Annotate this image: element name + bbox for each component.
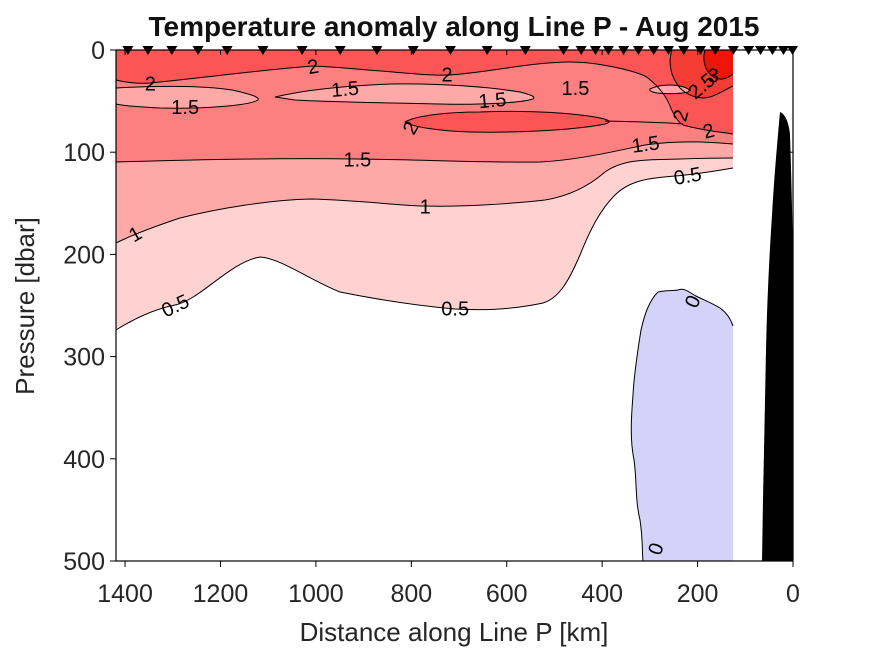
contour-label: 2 (442, 65, 453, 87)
contour-label: 2 (701, 120, 717, 144)
y-tick-label: 0 (91, 37, 105, 65)
contour-label: 1.5 (344, 149, 372, 171)
negative-anomaly-region (631, 289, 733, 561)
lens-mid (275, 83, 534, 105)
x-tick-label: 0 (786, 580, 800, 608)
station-marker-icon (602, 46, 614, 55)
x-tick-label: 400 (581, 580, 623, 608)
axes-frame (115, 49, 794, 562)
lens-left (116, 86, 259, 109)
station-marker-icon (678, 46, 690, 55)
station-markers (122, 46, 799, 55)
station-marker-icon (618, 46, 630, 55)
y-tick-labels: 0 100 200 300 400 500 (63, 37, 105, 576)
x-tick-label: 800 (390, 580, 432, 608)
station-marker-icon (709, 46, 721, 55)
station-marker-icon (743, 46, 755, 55)
contour-label: 1.5 (562, 78, 590, 100)
y-tick-label: 200 (63, 241, 105, 269)
warm-core-blob (405, 111, 610, 133)
station-marker-icon (777, 46, 789, 55)
contour-0-top (657, 288, 734, 327)
station-marker-icon (558, 46, 570, 55)
contour-2p5 (669, 49, 734, 99)
y-tick-label: 500 (63, 548, 105, 576)
station-marker-icon (122, 46, 134, 55)
contour-label: 1 (420, 196, 431, 218)
contour-warm-core-tail (604, 120, 684, 125)
station-marker-icon (589, 46, 601, 55)
station-marker-icon (221, 46, 233, 55)
station-marker-icon (694, 46, 706, 55)
contour-label: 1.5 (478, 89, 508, 113)
station-marker-icon (334, 46, 346, 55)
contour-label: 3 (708, 66, 719, 88)
plot-title: Temperature anomaly along Line P - Aug 2… (149, 11, 760, 42)
contour-1p5-lower (115, 141, 734, 163)
station-marker-icon (142, 46, 154, 55)
station-marker-icon (192, 46, 204, 55)
x-axis-label: Distance along Line P [km] (300, 617, 609, 647)
contour-fills (116, 50, 733, 561)
contour-label: 1.5 (330, 78, 360, 102)
y-tick-label: 400 (63, 446, 105, 474)
contour-label: 2 (306, 56, 321, 80)
contour-lens-right (649, 84, 690, 95)
station-marker-icon (166, 46, 178, 55)
x-tick-label: 600 (486, 580, 528, 608)
station-marker-icon (727, 46, 739, 55)
station-marker-icon (371, 46, 383, 55)
x-tick-label: 1200 (193, 580, 249, 608)
station-marker-icon (481, 46, 493, 55)
contour-0-left (630, 291, 659, 562)
station-marker-icon (787, 46, 799, 55)
x-tick-label: 1000 (288, 580, 344, 608)
y-tick-label: 300 (63, 344, 105, 372)
contour-lens-mid (274, 83, 535, 105)
contour-1 (115, 157, 734, 244)
contour-3 (703, 49, 734, 80)
station-marker-icon (632, 46, 644, 55)
station-marker-icon (755, 46, 767, 55)
station-marker-icon (575, 46, 587, 55)
band-1p5 (116, 50, 733, 163)
contour-0p5 (115, 167, 734, 331)
contour-label: 1.5 (630, 132, 661, 158)
y-tick-label: 100 (63, 139, 105, 167)
x-tick-label: 200 (677, 580, 719, 608)
contour-lens-left (115, 85, 259, 109)
contour-label: 0.5 (441, 299, 469, 321)
station-marker-icon (296, 46, 308, 55)
station-marker-icon (257, 46, 269, 55)
contour-label: 0.5 (672, 163, 703, 189)
x-tick-label: 1400 (97, 580, 153, 608)
station-marker-icon (444, 46, 456, 55)
bathymetry-spike (762, 112, 793, 561)
y-axis-label: Pressure [dbar] (10, 217, 40, 395)
station-marker-icon (662, 46, 674, 55)
contour-label: 1.5 (171, 97, 199, 119)
contour-lines (115, 49, 734, 562)
station-marker-icon (519, 46, 531, 55)
contour-2-upper (115, 61, 734, 135)
x-tick-labels: 1400 1200 1000 800 600 400 200 0 (97, 580, 800, 608)
station-marker-icon (766, 46, 778, 55)
contour-label: 2 (145, 74, 156, 96)
station-marker-icon (648, 46, 660, 55)
band-3 (703, 50, 733, 80)
contour-label: 2 (669, 107, 693, 123)
station-marker-icon (407, 46, 419, 55)
